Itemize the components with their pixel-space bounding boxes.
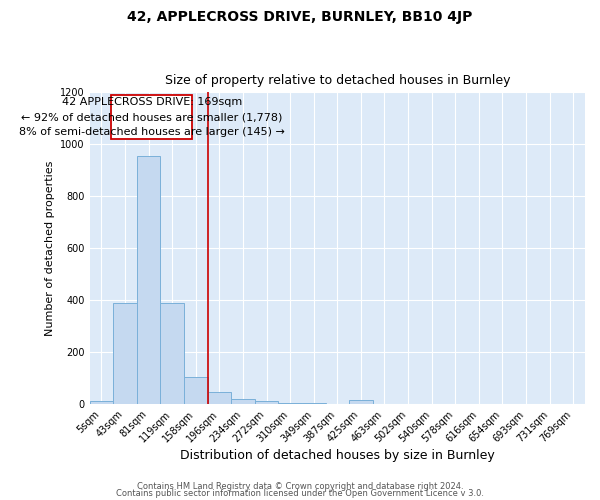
Bar <box>349 400 373 404</box>
Text: Contains HM Land Registry data © Crown copyright and database right 2024.: Contains HM Land Registry data © Crown c… <box>137 482 463 491</box>
Title: Size of property relative to detached houses in Burnley: Size of property relative to detached ho… <box>164 74 510 87</box>
Bar <box>113 303 137 404</box>
Bar <box>208 392 231 404</box>
Text: 42 APPLECROSS DRIVE: 169sqm
← 92% of detached houses are smaller (1,778)
8% of s: 42 APPLECROSS DRIVE: 169sqm ← 92% of det… <box>19 97 284 137</box>
Text: Contains public sector information licensed under the Open Government Licence v : Contains public sector information licen… <box>116 488 484 498</box>
Bar <box>255 402 278 404</box>
Text: 42, APPLECROSS DRIVE, BURNLEY, BB10 4JP: 42, APPLECROSS DRIVE, BURNLEY, BB10 4JP <box>127 10 473 24</box>
Y-axis label: Number of detached properties: Number of detached properties <box>44 160 55 336</box>
Bar <box>231 400 255 404</box>
Bar <box>302 403 326 404</box>
FancyBboxPatch shape <box>111 95 192 139</box>
Bar <box>184 377 208 404</box>
Bar <box>89 402 113 404</box>
Bar <box>137 156 160 404</box>
Bar <box>160 303 184 404</box>
X-axis label: Distribution of detached houses by size in Burnley: Distribution of detached houses by size … <box>180 450 494 462</box>
Bar <box>278 403 302 404</box>
